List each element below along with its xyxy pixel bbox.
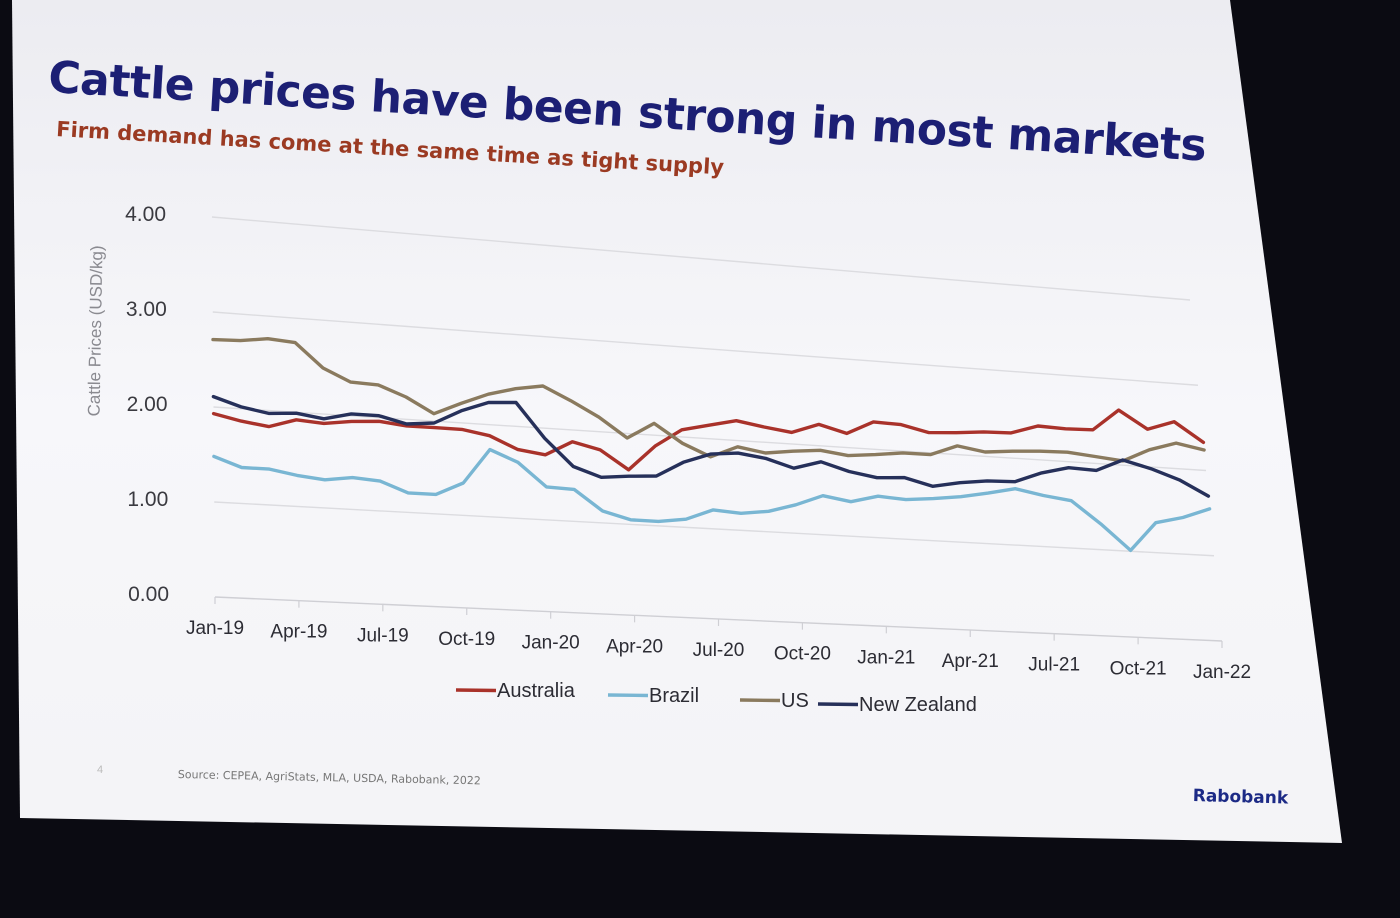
legend-swatch [455, 688, 497, 693]
y-tick-label: 2.00 [127, 393, 168, 416]
x-tick-label: Apr-20 [606, 636, 663, 657]
y-tick-label: 1.00 [127, 488, 168, 511]
series-line-us [211, 337, 1206, 463]
gridline [214, 501, 1215, 557]
x-tick-label: Apr-19 [270, 622, 327, 643]
y-tick-label: 0.00 [128, 583, 169, 606]
x-tick-label: Apr-21 [942, 651, 999, 672]
x-tick-label: Jan-21 [857, 647, 915, 668]
page-number: 4 [97, 764, 104, 776]
y-tick-label: 4.00 [125, 203, 166, 226]
x-tick-label: Jan-22 [1193, 662, 1251, 683]
gridline [211, 216, 1191, 301]
x-tick-label: Jan-20 [522, 633, 580, 654]
x-tick-label: Jul-19 [357, 625, 409, 646]
y-axis-ticks: 0.00 1.00 2.00 3.00 4.00 [125, 203, 169, 606]
legend-label: Australia [497, 680, 576, 702]
x-tick-label: Jul-21 [1028, 655, 1080, 676]
series-line-new-zealand [211, 394, 1211, 498]
series-line-australia [211, 408, 1206, 472]
legend-label: Brazil [649, 685, 699, 707]
legend-swatch [739, 698, 781, 703]
x-axis-ticks: Jan-19 Apr-19 Jul-19 Oct-19 Jan-20 Apr-20 Jul-… [186, 597, 1251, 683]
slide-background [12, 0, 1342, 843]
x-tick-label: Oct-19 [438, 629, 495, 650]
legend-label: New Zealand [859, 694, 977, 716]
x-tick-label: Jan-19 [186, 618, 244, 639]
y-tick-label: 3.00 [126, 298, 167, 321]
legend-swatch [817, 702, 859, 707]
chart-series [211, 337, 1212, 553]
legend-swatch [607, 693, 649, 698]
legend-label: US [781, 690, 809, 712]
gridline [213, 406, 1207, 472]
chart-legend: Australia Brazil US New Zealand [455, 680, 977, 716]
brand-logo-text: Rabobank [1192, 786, 1289, 809]
gridline [212, 311, 1199, 386]
x-tick-label: Jul-20 [693, 640, 745, 661]
series-line-brazil [212, 447, 1212, 553]
x-tick-label: Oct-20 [774, 644, 831, 665]
x-tick-label: Oct-21 [1110, 658, 1167, 679]
y-axis-label: Cattle Prices (USD/kg) [85, 245, 107, 416]
